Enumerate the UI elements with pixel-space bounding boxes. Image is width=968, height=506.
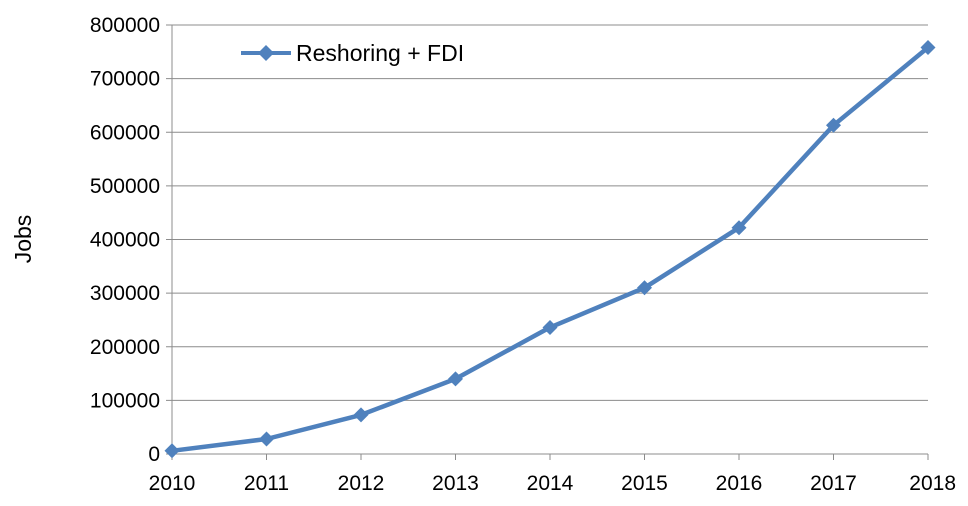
y-tick-label: 700000 bbox=[90, 68, 160, 91]
x-tick-label: 2016 bbox=[716, 472, 763, 495]
data-point bbox=[731, 220, 747, 236]
data-point bbox=[920, 40, 936, 56]
y-tick-label: 100000 bbox=[90, 389, 160, 412]
y-tick-label: 500000 bbox=[90, 175, 160, 198]
data-point bbox=[826, 117, 841, 133]
data-point bbox=[542, 319, 558, 335]
x-tick-label: 2010 bbox=[149, 472, 196, 495]
x-tick-labels: 2010 2011 2012 2013 2014 2015 2016 2017 2018 bbox=[149, 454, 956, 495]
x-tick-label: 2011 bbox=[244, 472, 289, 495]
y-tick-label: 600000 bbox=[90, 121, 160, 144]
legend-label: Reshoring + FDI bbox=[296, 40, 464, 66]
y-tick-label: 0 bbox=[148, 443, 160, 466]
x-tick-label: 2014 bbox=[527, 472, 574, 495]
x-tick-label: 2017 bbox=[810, 472, 857, 495]
legend-marker bbox=[258, 45, 274, 61]
gridlines bbox=[172, 24, 928, 401]
y-tick-label: 800000 bbox=[90, 14, 160, 37]
legend: Reshoring + FDI bbox=[241, 40, 464, 66]
x-tick-label: 2012 bbox=[338, 472, 385, 495]
data-point bbox=[259, 431, 274, 447]
y-tick-label: 300000 bbox=[90, 282, 160, 305]
y-tick-label: 200000 bbox=[90, 336, 160, 359]
y-tick-label: 400000 bbox=[90, 229, 160, 252]
y-axis-title: Jobs bbox=[10, 215, 36, 264]
data-point bbox=[448, 371, 463, 387]
series-group bbox=[164, 40, 936, 459]
x-tick-label: 2015 bbox=[621, 472, 668, 495]
data-point bbox=[353, 407, 369, 423]
data-point bbox=[164, 443, 180, 459]
data-point bbox=[637, 280, 652, 296]
x-tick-label: 2018 bbox=[909, 472, 956, 495]
y-tick-labels: 0 100000 200000 300000 400000 500000 600000 700… bbox=[90, 14, 172, 466]
series-line bbox=[171, 45, 930, 454]
x-tick-label: 2013 bbox=[432, 472, 479, 495]
